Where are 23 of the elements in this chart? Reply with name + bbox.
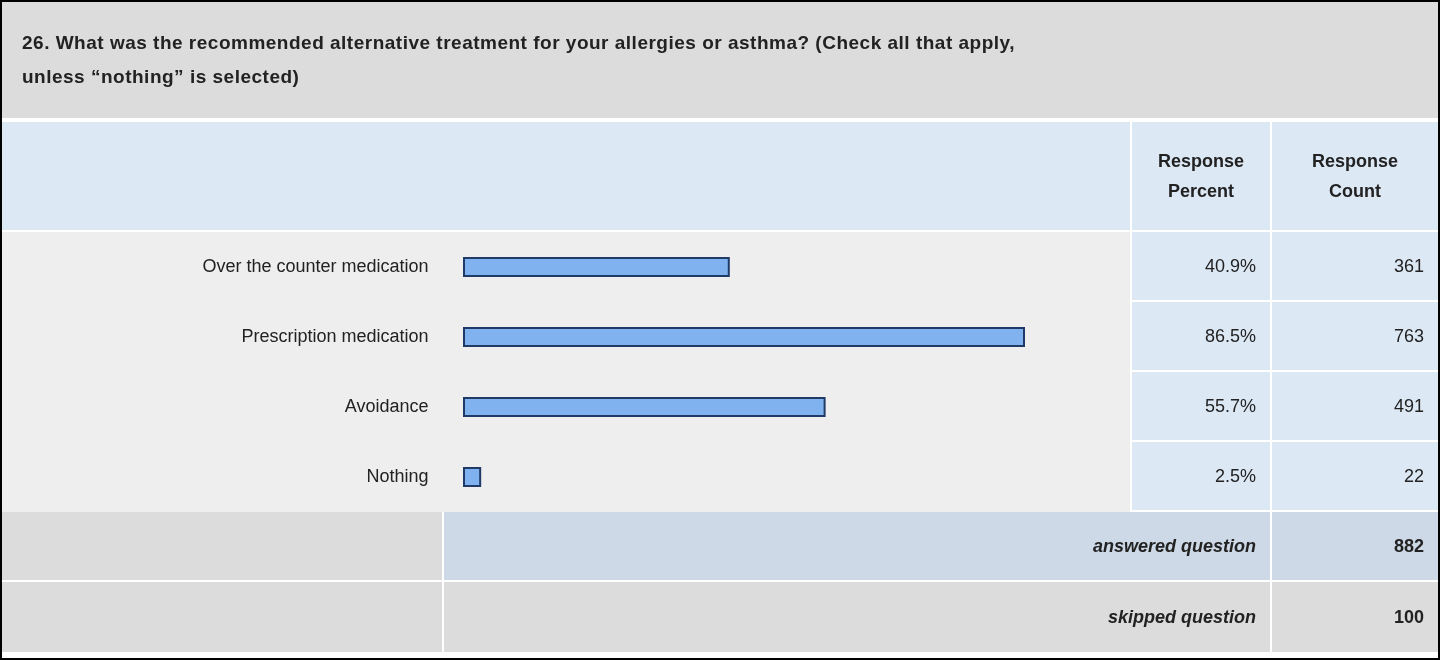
data-label: 2.5% <box>1132 442 1270 510</box>
y-tick-label: Nothing <box>366 466 429 486</box>
chart-title: 26. What was the recommended alternative treatment for your allergies or asthma? (Check all that apply, unless “nothing” is selected) <box>2 2 1438 120</box>
data-label: 86.5% <box>1132 302 1270 370</box>
y-tick-label: Over the counter medication <box>202 256 429 276</box>
y-tick-label: Avoidance <box>344 396 429 416</box>
bar <box>463 466 482 488</box>
text: 763 <box>1272 302 1438 370</box>
text: 491 <box>1272 372 1438 440</box>
bar <box>463 396 826 418</box>
data-label: 40.9% <box>1132 232 1270 300</box>
data-label: 55.7% <box>1132 372 1270 440</box>
text: answered question <box>444 512 1270 580</box>
text: 882 <box>1272 512 1438 580</box>
bar <box>463 256 730 278</box>
text: Response Percent <box>1132 122 1270 230</box>
text: 22 <box>1272 442 1438 510</box>
text: 361 <box>1272 232 1438 300</box>
text: Response Count <box>1272 122 1438 230</box>
text: 100 <box>1272 582 1438 652</box>
bar <box>463 326 1025 348</box>
y-tick-label: Prescription medication <box>241 326 429 346</box>
text: skipped question <box>444 582 1270 652</box>
